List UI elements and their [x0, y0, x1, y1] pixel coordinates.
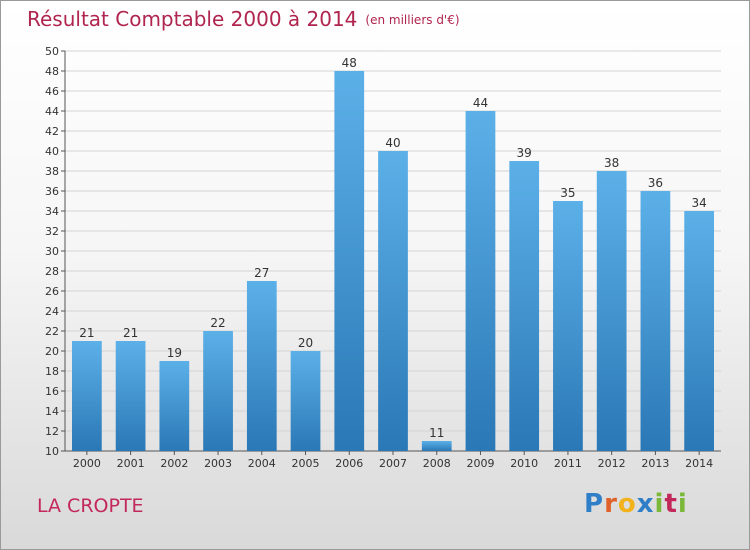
y-tick-label: 26 — [45, 285, 59, 298]
value-labels: 21 21 19 22 27 20 48 40 11 44 39 35 38 36 34 — [79, 56, 707, 440]
y-tick-label: 50 — [45, 45, 59, 58]
x-tick-label: 2008 — [423, 457, 451, 470]
y-tick-label: 28 — [45, 265, 59, 278]
y-tick-label: 44 — [45, 105, 59, 118]
y-tick-label: 20 — [45, 345, 59, 358]
bar — [421, 441, 452, 451]
x-tick-label: 2009 — [466, 457, 494, 470]
y-tick-label: 36 — [45, 185, 59, 198]
bar — [640, 191, 671, 451]
bar-value-label: 40 — [385, 136, 400, 150]
y-tick-label: 12 — [45, 425, 59, 438]
commune-name: LA CROPTE — [37, 495, 144, 517]
x-tick-labels: 2000 2001 2002 2003 2004 2005 2006 2007 2008 2009… — [73, 457, 713, 470]
x-tick-label: 2012 — [598, 457, 626, 470]
y-tick-label: 22 — [45, 325, 59, 338]
bar-value-label: 34 — [691, 196, 706, 210]
x-tick-label: 2003 — [204, 457, 232, 470]
bar — [465, 111, 496, 451]
x-tick-label: 2013 — [641, 457, 669, 470]
y-tick-labels: 10 12 14 16 18 20 22 24 26 28 30 32 34 36 38 40 42 44 46 48… — [45, 45, 59, 458]
bar-value-label: 48 — [342, 56, 357, 70]
bar — [203, 331, 233, 451]
x-tick-label: 2007 — [379, 457, 407, 470]
y-tick-label: 48 — [45, 65, 59, 78]
x-tick-label: 2006 — [335, 457, 363, 470]
bar-value-label: 36 — [648, 176, 663, 190]
x-tick-label: 2000 — [73, 457, 101, 470]
bar-value-label: 22 — [210, 316, 225, 330]
x-tick-label: 2014 — [685, 457, 713, 470]
y-tick-label: 40 — [45, 145, 59, 158]
bar — [684, 211, 715, 451]
y-tick-label: 16 — [45, 385, 59, 398]
bar — [553, 201, 583, 451]
y-tick-label: 32 — [45, 225, 59, 238]
x-tick-label: 2004 — [248, 457, 276, 470]
x-tick-label: 2001 — [117, 457, 145, 470]
bar-value-label: 11 — [429, 426, 444, 440]
x-tick-label: 2002 — [160, 457, 188, 470]
bar-value-label: 21 — [123, 326, 138, 340]
bar-value-label: 27 — [254, 266, 269, 280]
x-tick-label: 2011 — [554, 457, 582, 470]
bar — [334, 71, 365, 451]
proxiti-logo: Proxiti — [584, 489, 688, 519]
bar-value-label: 38 — [604, 156, 619, 170]
x-tick-label: 2010 — [510, 457, 538, 470]
bar-value-label: 19 — [167, 346, 182, 360]
bar-value-label: 39 — [517, 146, 532, 160]
y-tick-label: 34 — [45, 205, 59, 218]
bar — [246, 281, 277, 451]
y-tick-label: 18 — [45, 365, 59, 378]
bar — [378, 151, 408, 451]
bar-value-label: 44 — [473, 96, 488, 110]
bar-value-label: 20 — [298, 336, 313, 350]
bar — [290, 351, 321, 451]
bars — [71, 71, 715, 451]
y-tick-label: 42 — [45, 125, 59, 138]
x-tick-label: 2005 — [292, 457, 320, 470]
bar-value-label: 35 — [560, 186, 575, 200]
y-tick-label: 38 — [45, 165, 59, 178]
bar — [115, 341, 146, 451]
bar — [71, 341, 102, 451]
unit-label: (en milliers d'€) — [365, 13, 460, 27]
bar-value-label: 21 — [79, 326, 94, 340]
bar — [596, 171, 627, 451]
bar — [159, 361, 190, 451]
y-tick-label: 24 — [45, 305, 59, 318]
chart-title: Résultat Comptable 2000 à 2014 (en millie… — [27, 7, 460, 31]
y-tick-label: 46 — [45, 85, 59, 98]
y-tick-label: 30 — [45, 245, 59, 258]
chart-title-text: Résultat Comptable 2000 à 2014 — [27, 7, 358, 31]
y-tick-label: 14 — [45, 405, 59, 418]
y-tick-label: 10 — [45, 445, 59, 458]
bar — [509, 161, 540, 451]
